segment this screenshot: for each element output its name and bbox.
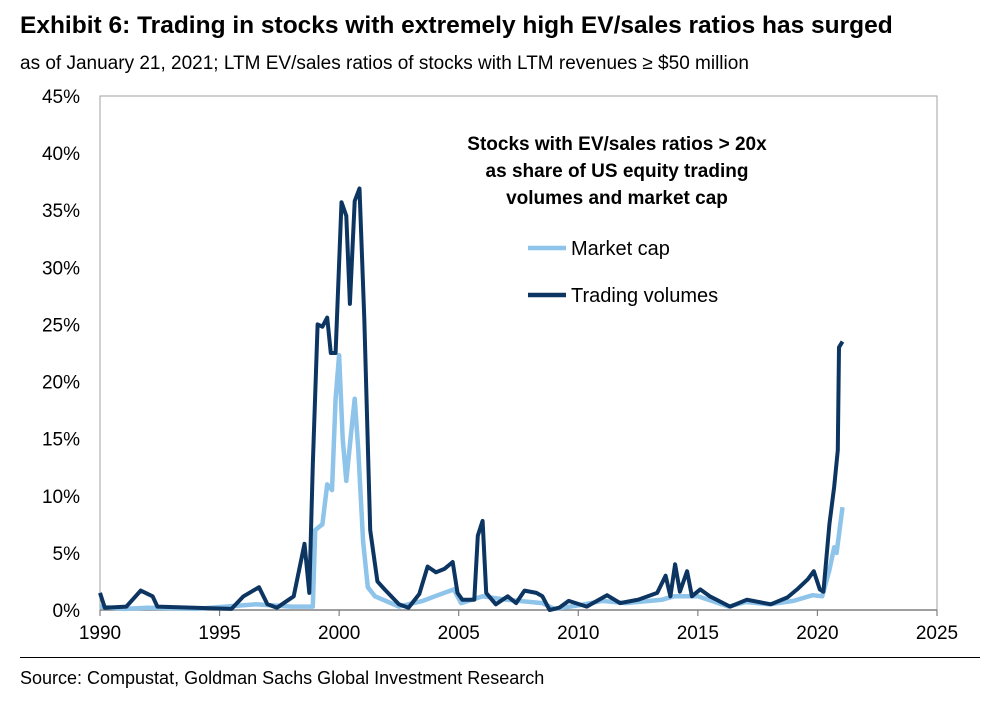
chart-subtitle: as of January 21, 2021; LTM EV/sales rat… — [20, 53, 749, 74]
chart-annotation: Stocks with EV/sales ratios > 20x — [467, 134, 767, 155]
legend-label: Trading volumes — [571, 285, 718, 307]
y-tick-label: 40% — [42, 144, 80, 165]
x-tick-label: 2000 — [318, 623, 360, 644]
x-tick-label: 1990 — [79, 623, 121, 644]
y-tick-label: 15% — [42, 430, 80, 451]
x-tick-label: 2015 — [677, 623, 719, 644]
y-tick-label: 5% — [53, 544, 81, 565]
chart-title: Exhibit 6: Trading in stocks with extrem… — [20, 12, 893, 39]
chart-annotation: as share of US equity trading — [486, 161, 749, 182]
x-tick-label: 2020 — [796, 623, 838, 644]
series-line-trading-volumes — [98, 186, 845, 612]
y-tick-label: 0% — [53, 601, 81, 622]
x-tick-label: 2025 — [916, 623, 958, 644]
y-tick-label: 30% — [42, 258, 80, 279]
y-tick-label: 35% — [42, 201, 80, 222]
y-tick-label: 45% — [42, 87, 80, 108]
chart-annotation: volumes and market cap — [506, 188, 728, 209]
x-tick-label: 2005 — [438, 623, 480, 644]
divider — [20, 657, 980, 658]
legend-label: Market cap — [571, 238, 670, 260]
y-tick-label: 10% — [42, 487, 80, 508]
x-tick-label: 1995 — [198, 623, 240, 644]
series-line-market-cap — [99, 353, 845, 612]
source-note: Source: Compustat, Goldman Sachs Global … — [20, 668, 545, 688]
y-tick-label: 20% — [42, 373, 80, 394]
y-tick-label: 25% — [42, 315, 80, 336]
x-tick-label: 2010 — [557, 623, 599, 644]
